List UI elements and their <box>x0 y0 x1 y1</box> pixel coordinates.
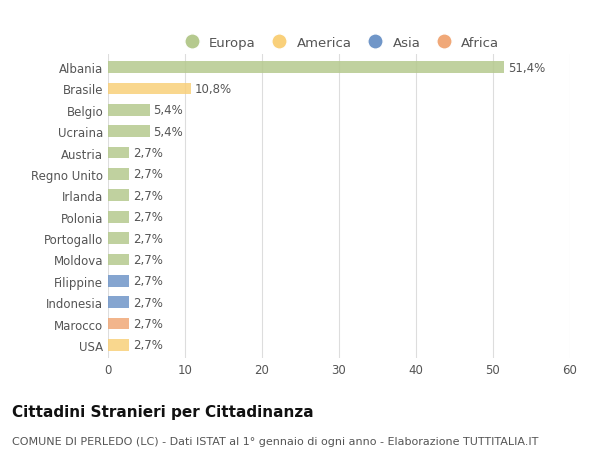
Bar <box>108 254 129 266</box>
Legend: Europa, America, Asia, Africa: Europa, America, Asia, Africa <box>173 31 505 55</box>
Bar <box>108 211 129 223</box>
Text: 2,7%: 2,7% <box>133 232 163 245</box>
Text: 51,4%: 51,4% <box>508 62 545 74</box>
Text: 2,7%: 2,7% <box>133 211 163 224</box>
Text: 5,4%: 5,4% <box>154 104 183 117</box>
Text: 2,7%: 2,7% <box>133 147 163 160</box>
Bar <box>108 126 149 138</box>
Text: 2,7%: 2,7% <box>133 253 163 266</box>
Bar <box>108 62 504 74</box>
Text: 2,7%: 2,7% <box>133 190 163 202</box>
Bar <box>108 318 129 330</box>
Bar <box>108 275 129 287</box>
Bar <box>108 233 129 244</box>
Bar <box>108 339 129 351</box>
Bar <box>108 147 129 159</box>
Text: 2,7%: 2,7% <box>133 168 163 181</box>
Text: 2,7%: 2,7% <box>133 318 163 330</box>
Bar <box>108 105 149 117</box>
Text: 2,7%: 2,7% <box>133 275 163 288</box>
Text: 2,7%: 2,7% <box>133 296 163 309</box>
Text: 5,4%: 5,4% <box>154 125 183 138</box>
Bar <box>108 84 191 95</box>
Text: COMUNE DI PERLEDO (LC) - Dati ISTAT al 1° gennaio di ogni anno - Elaborazione TU: COMUNE DI PERLEDO (LC) - Dati ISTAT al 1… <box>12 436 538 446</box>
Bar <box>108 190 129 202</box>
Bar <box>108 297 129 308</box>
Bar <box>108 168 129 180</box>
Text: Cittadini Stranieri per Cittadinanza: Cittadini Stranieri per Cittadinanza <box>12 404 314 419</box>
Text: 2,7%: 2,7% <box>133 339 163 352</box>
Text: 10,8%: 10,8% <box>195 83 232 95</box>
